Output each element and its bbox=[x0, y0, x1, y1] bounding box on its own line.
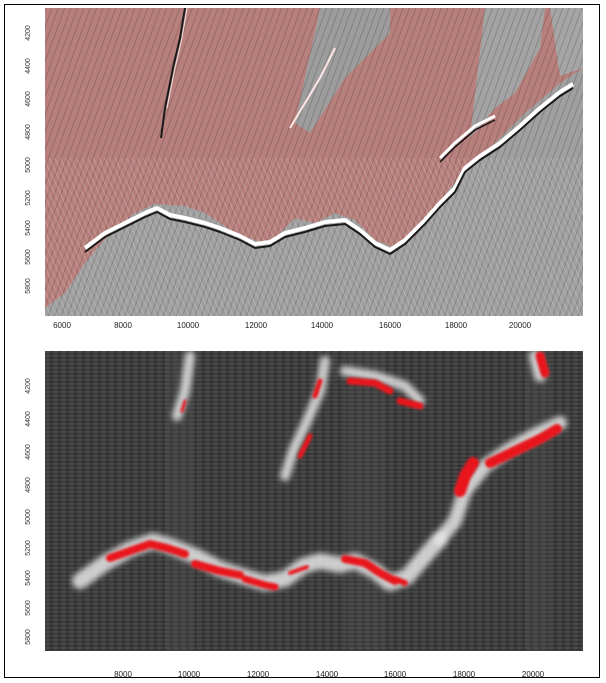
x-tick-label: 12000 bbox=[246, 670, 270, 679]
y-tick-label: 4400 bbox=[25, 58, 32, 74]
top-seismic-panel: 4200 4400 4600 4800 5000 5200 5400 5600 … bbox=[0, 0, 606, 340]
figure-frame bbox=[4, 4, 600, 678]
bottom-probability-panel: 4200 4400 4600 4800 5000 5200 5400 5600 … bbox=[0, 340, 606, 683]
x-tick-label: 12000 bbox=[244, 321, 268, 330]
x-tick-label: 16000 bbox=[378, 321, 402, 330]
top-seismic-image bbox=[45, 8, 583, 316]
y-tick-label: 5400 bbox=[25, 570, 32, 586]
x-tick-label: 18000 bbox=[452, 670, 476, 679]
y-tick-label: 4600 bbox=[25, 91, 32, 107]
bottom-probability-image bbox=[45, 351, 583, 651]
x-tick-label: 16000 bbox=[383, 670, 407, 679]
y-tick-label: 5600 bbox=[25, 249, 32, 265]
y-tick-label: 5200 bbox=[25, 540, 32, 556]
x-tick-label: 20000 bbox=[521, 670, 545, 679]
y-tick-label: 4200 bbox=[25, 378, 32, 394]
y-tick-label: 5800 bbox=[25, 629, 32, 645]
x-tick-label: 14000 bbox=[315, 670, 339, 679]
x-tick-label: 10000 bbox=[177, 670, 201, 679]
y-tick-label: 5200 bbox=[25, 190, 32, 206]
x-tick-label: 6000 bbox=[53, 321, 71, 330]
y-tick-label: 4400 bbox=[25, 411, 32, 427]
y-tick-label: 5000 bbox=[25, 509, 32, 525]
y-tick-label: 5000 bbox=[25, 157, 32, 173]
y-tick-label: 4800 bbox=[25, 477, 32, 493]
x-tick-label: 18000 bbox=[444, 321, 468, 330]
x-tick-label: 8000 bbox=[114, 670, 132, 679]
y-tick-label: 4600 bbox=[25, 444, 32, 460]
x-tick-label: 10000 bbox=[176, 321, 200, 330]
x-tick-label: 8000 bbox=[114, 321, 132, 330]
x-tick-label: 14000 bbox=[310, 321, 334, 330]
y-tick-label: 4200 bbox=[25, 25, 32, 41]
y-tick-label: 5800 bbox=[25, 278, 32, 294]
y-tick-label: 5600 bbox=[25, 600, 32, 616]
y-tick-label: 5400 bbox=[25, 220, 32, 236]
y-tick-label: 4800 bbox=[25, 124, 32, 140]
x-tick-label: 20000 bbox=[508, 321, 532, 330]
